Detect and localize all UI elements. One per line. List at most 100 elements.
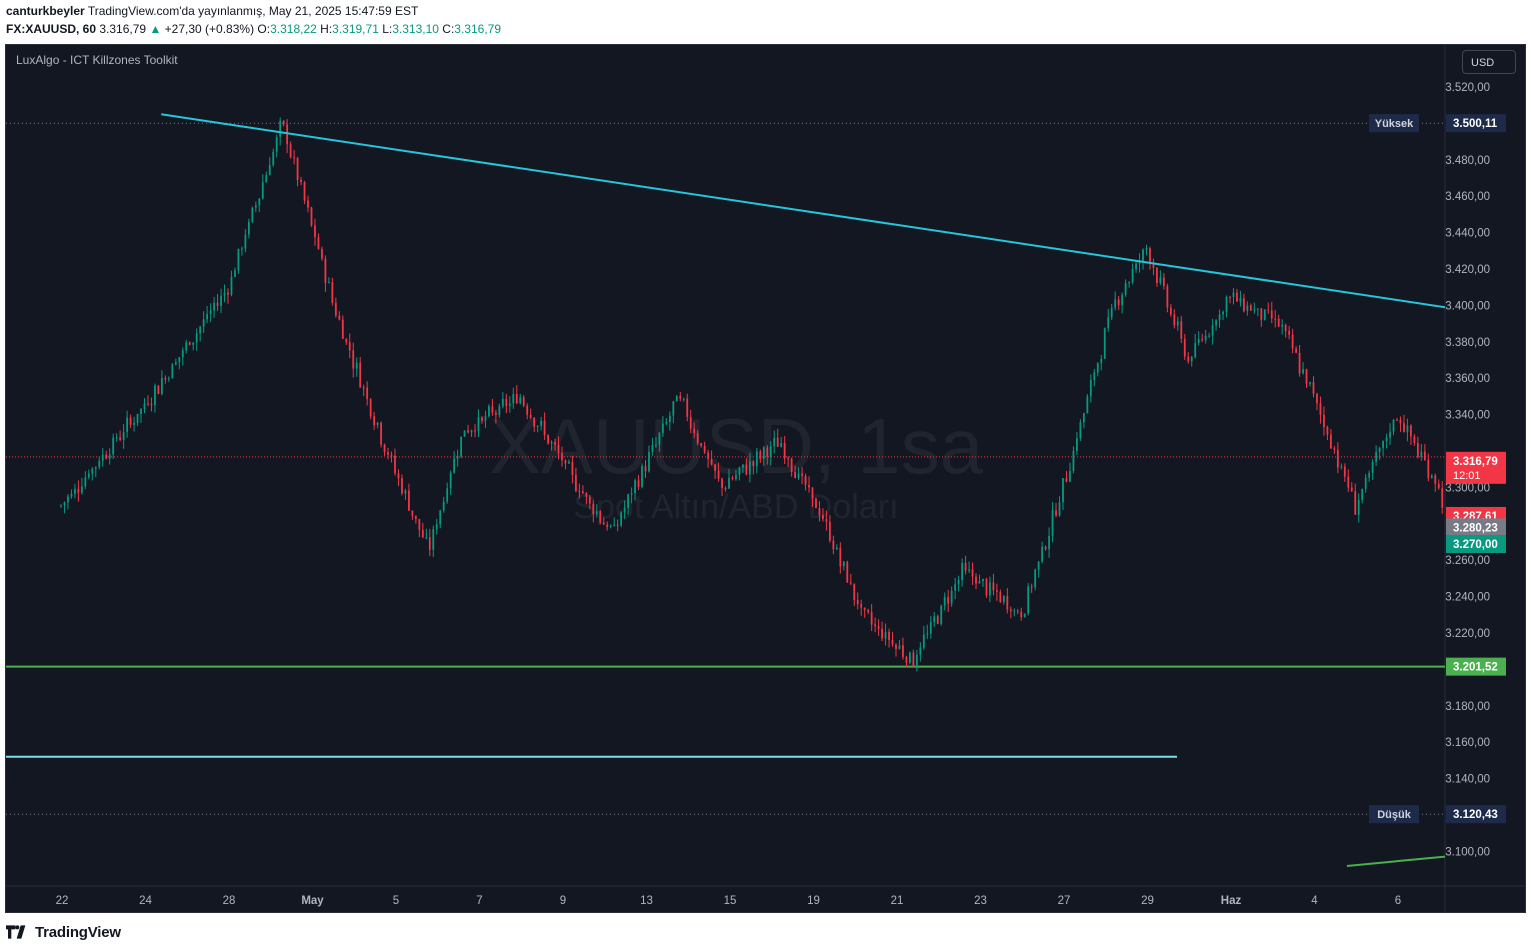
published-text: TradingView.com'da yayınlanmış, May 21, … bbox=[87, 4, 419, 18]
support-level-tag: 3.201,52 bbox=[1446, 657, 1506, 676]
candle-body bbox=[1312, 382, 1315, 394]
symbol-label[interactable]: FX:XAUUSD, 60 bbox=[6, 22, 97, 36]
change-arrow-icon: ▲ bbox=[149, 22, 162, 36]
candle-body bbox=[178, 357, 181, 363]
ascending-trendline bbox=[1346, 855, 1445, 867]
candle-body bbox=[637, 480, 640, 487]
candle-body bbox=[220, 295, 222, 306]
candle-body bbox=[842, 561, 845, 567]
candle-body bbox=[373, 416, 376, 426]
candle-body bbox=[936, 616, 939, 624]
candle-body bbox=[289, 144, 292, 158]
x-tick-label: May bbox=[301, 895, 324, 907]
candle-body bbox=[1413, 436, 1416, 443]
currency-button[interactable]: USD bbox=[1462, 50, 1516, 74]
candle-body bbox=[529, 414, 532, 418]
candle-body bbox=[703, 445, 706, 453]
price-tag-gray: 3.280,23 bbox=[1446, 518, 1506, 537]
candle-body bbox=[1162, 277, 1165, 287]
candle-body bbox=[1128, 282, 1131, 284]
candle-body bbox=[1239, 298, 1242, 302]
candle-body bbox=[456, 456, 459, 459]
candle-body bbox=[575, 475, 577, 492]
candle-body bbox=[769, 446, 772, 457]
y-tick-label: 3.340,00 bbox=[1445, 410, 1490, 422]
footer: TradingView bbox=[0, 913, 1531, 951]
candle-body bbox=[206, 313, 209, 320]
y-tick-label: 3.220,00 bbox=[1445, 628, 1490, 640]
candle-body bbox=[1281, 324, 1284, 327]
candle-body bbox=[150, 403, 153, 406]
candle-body bbox=[494, 412, 497, 416]
candle-body bbox=[1389, 431, 1391, 438]
candle-body bbox=[609, 525, 612, 527]
candle-body bbox=[1298, 352, 1301, 374]
ohlc-high: 3.319,71 bbox=[332, 22, 379, 36]
candle-body bbox=[282, 120, 285, 125]
candle-body bbox=[414, 515, 417, 520]
author-name[interactable]: canturkbeyler bbox=[6, 4, 85, 18]
candle-body bbox=[380, 422, 382, 445]
candle-body bbox=[467, 430, 469, 433]
candle-body bbox=[881, 628, 883, 639]
candle-body bbox=[884, 631, 887, 639]
tradingview-brand: TradingView bbox=[35, 923, 121, 941]
candle-body bbox=[665, 421, 668, 424]
candle-body bbox=[641, 465, 643, 487]
candle-body bbox=[1427, 460, 1430, 478]
y-tick-label: 3.100,00 bbox=[1445, 846, 1490, 858]
y-tick-label: 3.180,00 bbox=[1445, 701, 1490, 713]
candle-body bbox=[1065, 477, 1068, 482]
candle-body bbox=[491, 406, 494, 413]
candle-body bbox=[1371, 461, 1374, 474]
candle-body bbox=[321, 248, 323, 259]
ohlc-close-label: C: bbox=[442, 22, 455, 36]
candle-body bbox=[1013, 610, 1016, 612]
publish-info: canturkbeyler TradingView.com'da yayınla… bbox=[6, 4, 418, 18]
candle-body bbox=[902, 645, 904, 658]
candle-body bbox=[731, 477, 734, 480]
candle-body bbox=[818, 508, 821, 516]
x-tick-label: 4 bbox=[1311, 895, 1318, 907]
candle-body bbox=[404, 490, 407, 494]
chart-panel[interactable]: XAUUSD, 1sa Spot Altın/ABD Doları 3.520,00… bbox=[5, 44, 1526, 913]
x-tick-label: 28 bbox=[223, 895, 236, 907]
descending-trendline bbox=[161, 113, 1445, 309]
candle-body bbox=[1243, 298, 1245, 312]
candle-body bbox=[790, 458, 793, 473]
candle-body bbox=[717, 470, 720, 479]
indicator-label[interactable]: LuxAlgo - ICT Killzones Toolkit bbox=[16, 53, 178, 67]
candle-body bbox=[961, 562, 964, 580]
candle-body bbox=[766, 447, 769, 457]
candle-body bbox=[1378, 447, 1381, 452]
tradingview-logo[interactable]: TradingView bbox=[6, 922, 121, 942]
candle-body bbox=[1103, 328, 1106, 359]
candle-body bbox=[293, 157, 296, 159]
x-tick-label: 6 bbox=[1395, 895, 1401, 907]
candle-body bbox=[241, 248, 243, 250]
high-level-tag-label-bg bbox=[1369, 114, 1419, 133]
price-tag-green-value: 3.270,00 bbox=[1453, 539, 1498, 551]
candle-body bbox=[498, 406, 501, 416]
price-tag-green: 3.270,00 bbox=[1446, 535, 1506, 553]
candle-body bbox=[602, 522, 605, 525]
candle-body bbox=[425, 537, 428, 539]
candle-body bbox=[1354, 491, 1357, 515]
x-tick-label: 13 bbox=[640, 895, 653, 907]
ohlc-open-label: O: bbox=[257, 22, 271, 36]
high-level-tag-label: Yüksek bbox=[1375, 118, 1414, 130]
current-price-tag-value-bg bbox=[1446, 451, 1506, 484]
candle-body bbox=[1124, 283, 1127, 295]
candle-body bbox=[547, 434, 549, 444]
candle-body bbox=[1037, 561, 1040, 570]
candle-body bbox=[1055, 510, 1057, 516]
x-tick-label: 19 bbox=[807, 895, 820, 907]
candle-body bbox=[1392, 419, 1395, 432]
x-tick-label: 7 bbox=[476, 895, 482, 907]
candle-body bbox=[94, 467, 97, 469]
candle-body bbox=[588, 496, 591, 504]
candle-body bbox=[815, 498, 817, 509]
candle-body bbox=[675, 396, 678, 402]
candle-body bbox=[898, 645, 901, 649]
